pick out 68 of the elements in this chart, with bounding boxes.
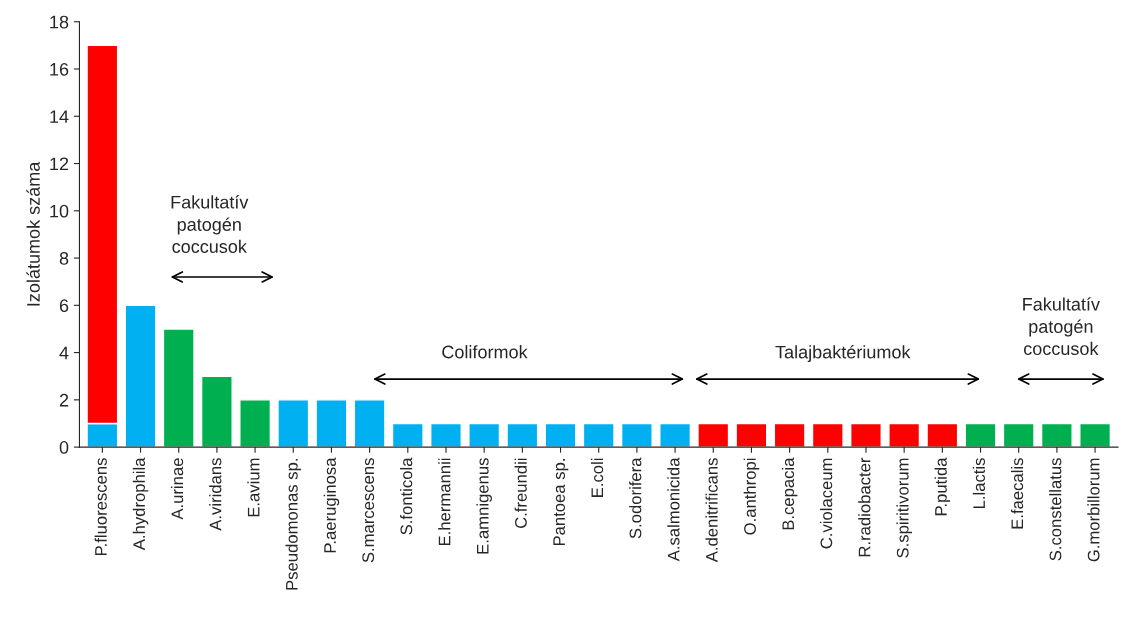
x-tick-label: A.salmonicida bbox=[667, 457, 680, 562]
bar bbox=[620, 422, 653, 448]
bar bbox=[735, 422, 768, 448]
x-tick-label: O.anthropi bbox=[743, 458, 760, 535]
x-tick-label: E.avium bbox=[247, 458, 260, 517]
bar bbox=[1079, 422, 1112, 448]
x-tick-label: A.viridans bbox=[209, 458, 222, 531]
x-tick-label: P.fluorescens bbox=[94, 458, 107, 555]
y-tick-label: 14 bbox=[50, 110, 69, 123]
bar bbox=[200, 375, 233, 448]
bar bbox=[315, 399, 348, 448]
bar bbox=[888, 422, 921, 448]
x-tick-label: P.putida bbox=[934, 457, 951, 516]
x-tick-label: B.cepacia bbox=[781, 457, 798, 530]
bar bbox=[1040, 422, 1073, 448]
y-axis-title: Izolátumok száma bbox=[26, 161, 40, 306]
x-tick-label: E.hermannii bbox=[438, 458, 451, 546]
x-tick-label: L.lactis bbox=[972, 458, 985, 509]
bar bbox=[239, 399, 272, 448]
bar bbox=[468, 422, 501, 448]
bar bbox=[544, 422, 577, 448]
y-tick-label: 6 bbox=[59, 299, 69, 313]
y-tick-label: 2 bbox=[59, 393, 69, 407]
x-tick-label: S.odorifera bbox=[629, 457, 642, 539]
y-tick-label: 16 bbox=[50, 62, 69, 76]
y-tick-label: 12 bbox=[50, 157, 69, 171]
bar bbox=[697, 422, 730, 448]
y-tick-label: 10 bbox=[50, 204, 69, 218]
bar bbox=[430, 422, 462, 448]
annotation: Fakultatív patogén coccusok bbox=[1023, 297, 1100, 356]
bar bbox=[659, 422, 692, 448]
x-tick-label: S.marcescens bbox=[362, 458, 375, 563]
annotation: Fakultatív patogén coccusok bbox=[171, 195, 249, 253]
x-tick-label: E.faecalis bbox=[1010, 458, 1024, 529]
bar bbox=[1002, 422, 1035, 448]
bar bbox=[506, 422, 539, 448]
y-tick-label: 18 bbox=[50, 15, 69, 29]
bar bbox=[850, 422, 882, 448]
x-tick-label: E.coli bbox=[590, 458, 604, 497]
bar bbox=[124, 304, 157, 448]
bar bbox=[391, 422, 424, 448]
x-tick-label: Pseudomonas sp. bbox=[285, 459, 302, 590]
x-tick-label: S.constellatus bbox=[1049, 458, 1062, 561]
bar bbox=[353, 399, 386, 448]
x-tick-label: Pantoea sp. bbox=[553, 459, 569, 546]
annotation: Talajbaktériumok bbox=[775, 345, 911, 363]
x-tick-label: A.hydrophila bbox=[132, 457, 149, 551]
x-tick-label: P.aeruginosa bbox=[323, 457, 340, 553]
x-tick-label: S.fonticola bbox=[400, 457, 413, 535]
x-tick-label: A.denitrificans bbox=[705, 458, 718, 563]
x-tick-label: R.radiobacter bbox=[858, 457, 871, 557]
bar bbox=[811, 422, 844, 448]
bar bbox=[277, 399, 310, 448]
y-tick-label: 8 bbox=[59, 251, 69, 265]
x-tick-label: S.spiritivorum bbox=[896, 458, 912, 558]
x-tick-label: C.violaceum bbox=[820, 458, 833, 549]
x-tick-label: C.freundii bbox=[514, 458, 527, 529]
x-tick-label: A.urinae bbox=[170, 458, 184, 520]
annotation: Coliformok bbox=[442, 345, 528, 359]
bar bbox=[926, 422, 959, 448]
x-tick-label: G.morbillorum bbox=[1087, 458, 1100, 562]
bar bbox=[162, 328, 195, 448]
y-tick-label: 4 bbox=[59, 346, 69, 360]
bar bbox=[773, 422, 806, 448]
y-tick-label: 0 bbox=[59, 441, 69, 454]
x-tick-label: E.amnigenus bbox=[476, 458, 492, 554]
bar bbox=[964, 422, 997, 448]
bar bbox=[582, 422, 615, 448]
